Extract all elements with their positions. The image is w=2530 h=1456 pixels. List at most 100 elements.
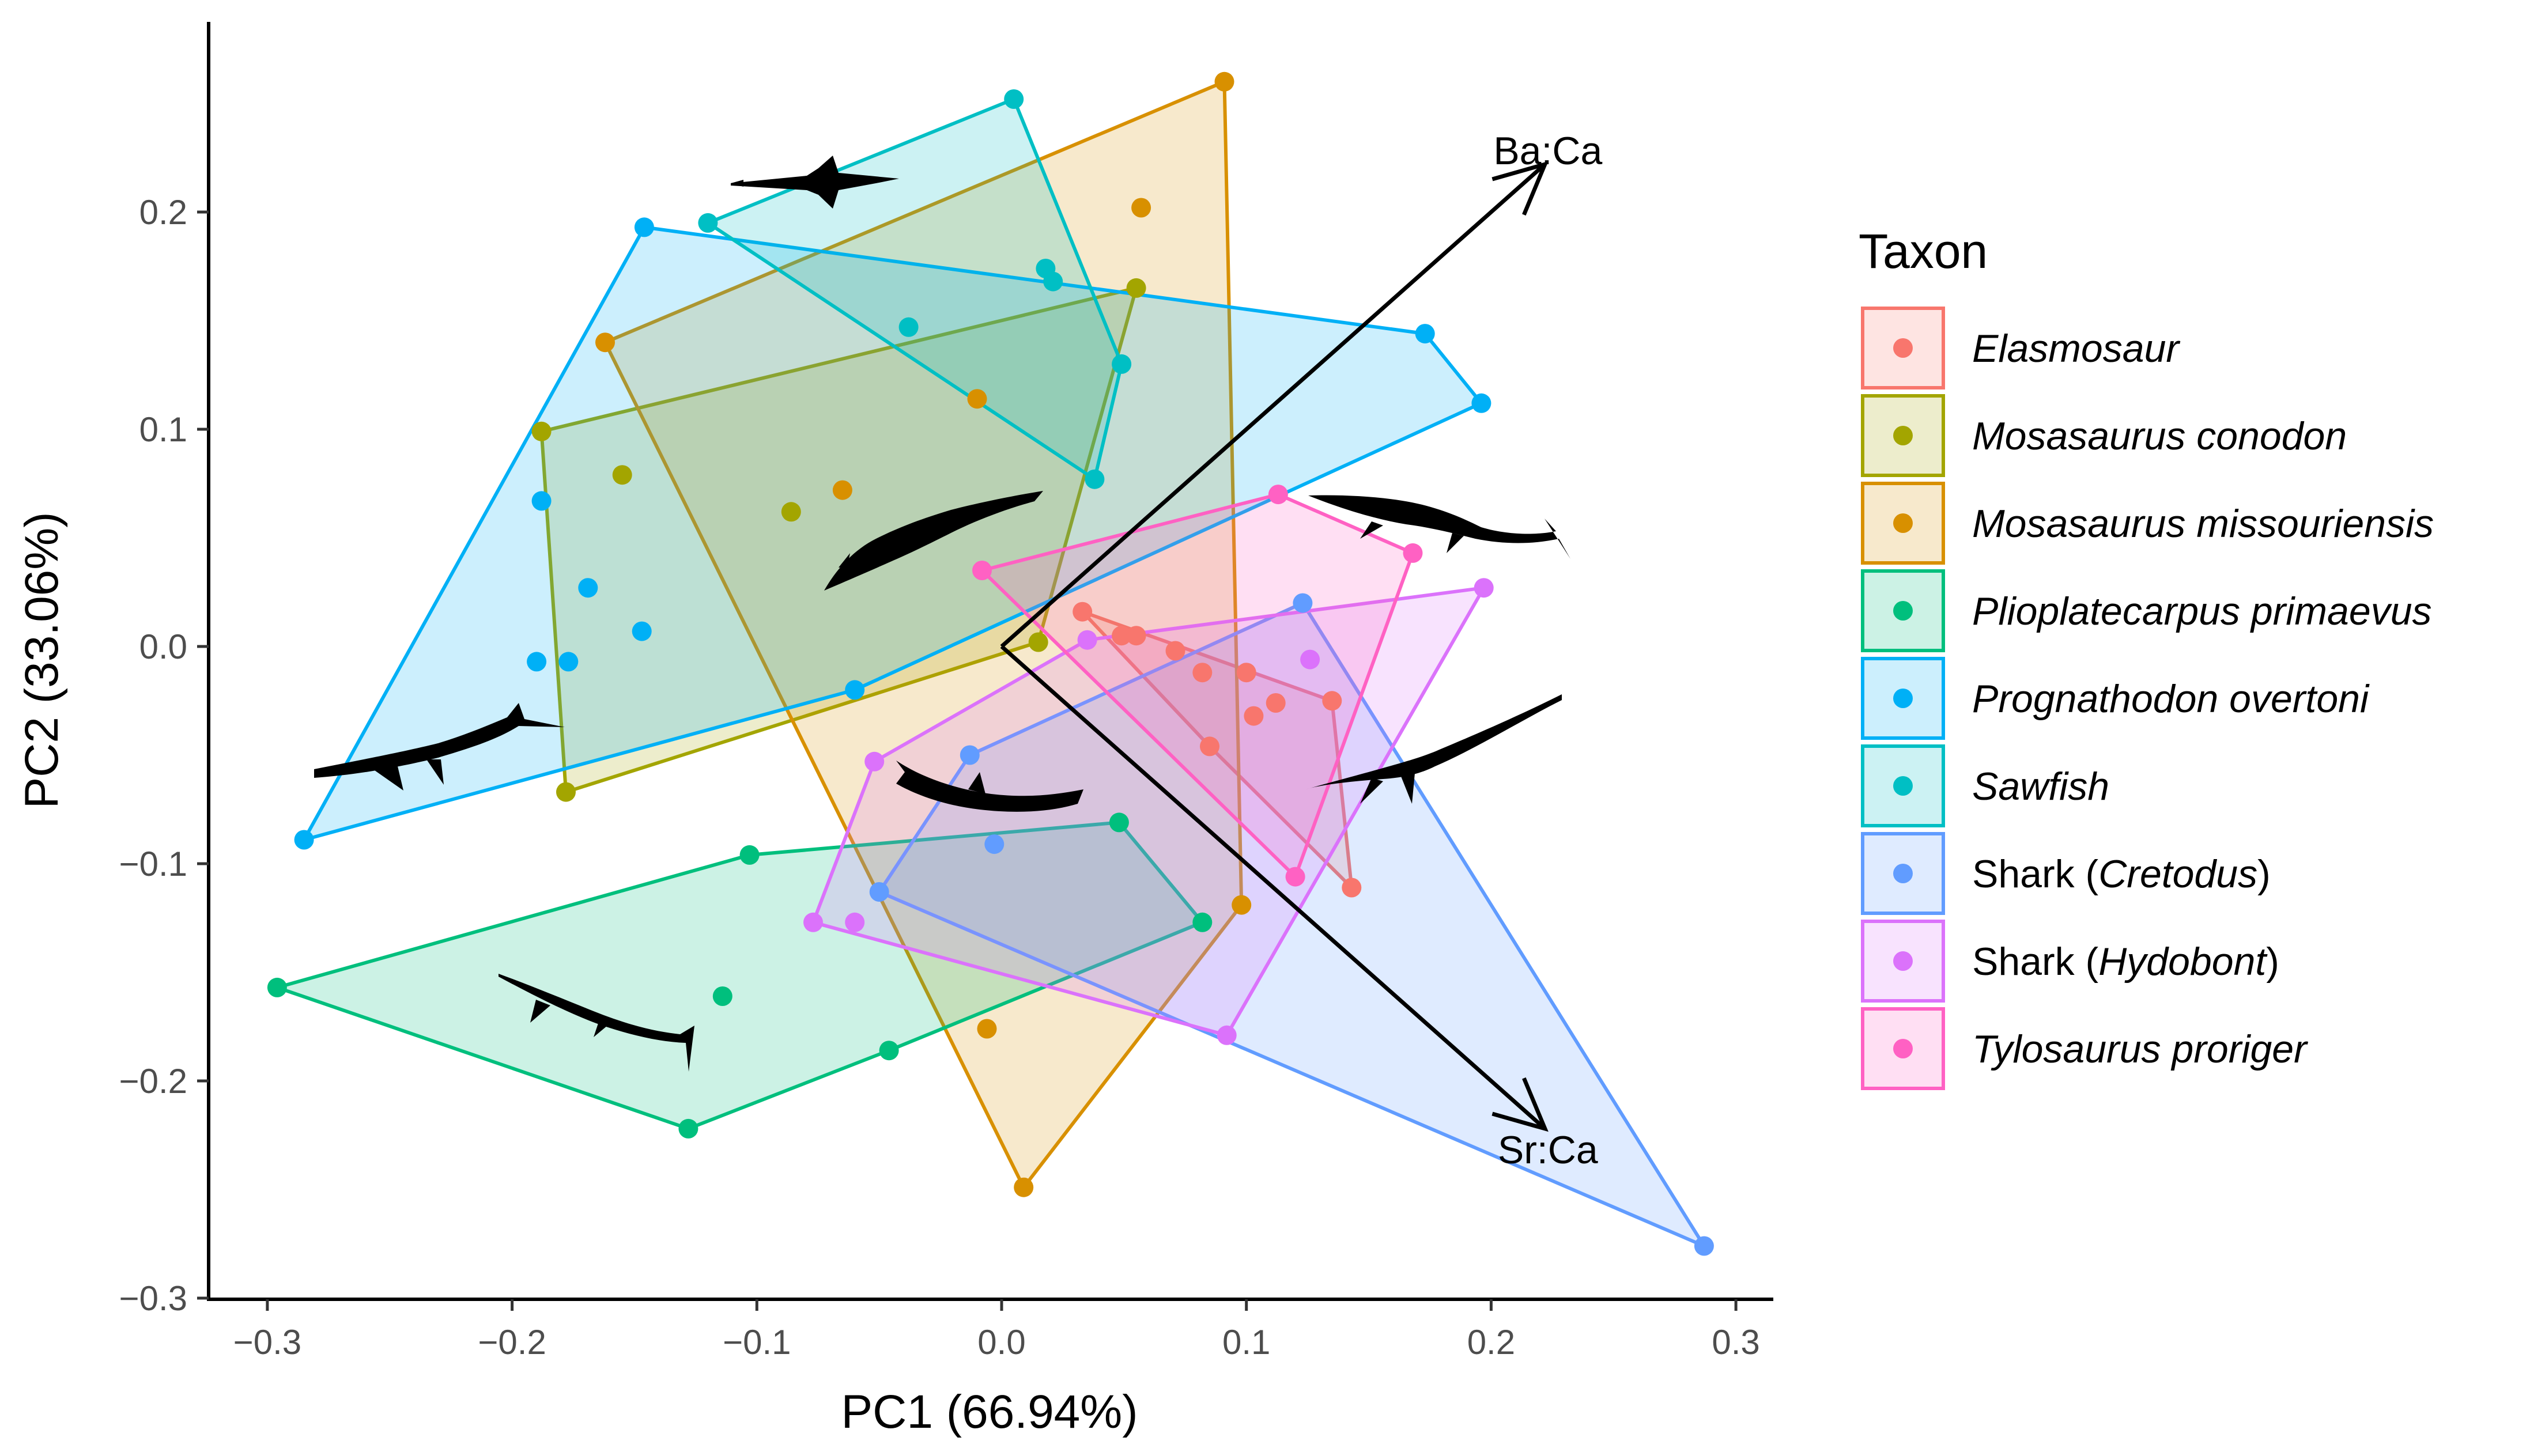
data-points	[267, 71, 1714, 1256]
point-shark-cretodus	[984, 834, 1005, 854]
point-elasmosaur	[1322, 691, 1342, 711]
point-elasmosaur	[1236, 663, 1256, 683]
legend-item-mosasaurus-conodon: Mosasaurus conodon	[1861, 394, 2347, 477]
legend-label: Shark (Hydobont)	[1972, 940, 2279, 984]
legend-key-point	[1893, 1039, 1913, 1058]
point-prognathodon-overtoni	[531, 491, 552, 511]
point-plioplatecarpus-primaevus	[267, 977, 287, 997]
legend-label: Mosasaurus missouriensis	[1972, 502, 2434, 546]
point-elasmosaur	[1192, 663, 1213, 683]
point-sawfish	[898, 317, 919, 337]
point-prognathodon-overtoni	[1415, 324, 1435, 344]
point-elasmosaur	[1342, 878, 1362, 898]
y-tick-label: −0.3	[119, 1279, 187, 1318]
point-prognathodon-overtoni	[527, 652, 547, 672]
legend: Taxon Elasmosaur Mosasaurus conodon Mosasa…	[1859, 224, 2434, 1090]
legend-item-prognathodon-overtoni: Prognathodon overtoni	[1861, 657, 2370, 740]
x-tick-label: −0.3	[233, 1323, 301, 1362]
point-elasmosaur	[1073, 602, 1093, 622]
legend-item-shark-cretodus: Shark (Cretodus)	[1861, 832, 2271, 915]
point-tylosaurus-proriger	[972, 561, 992, 580]
hull-shark-hydobont	[811, 586, 1486, 1037]
plesiosaur-right-silhouette	[1305, 694, 1562, 804]
y-tick-label: 0.1	[139, 410, 187, 449]
y-tick-label: 0.2	[139, 193, 187, 232]
sawfish-silhouette	[731, 156, 899, 209]
x-tick-label: −0.2	[478, 1323, 546, 1362]
point-mosasaurus-missouriensis	[1014, 1177, 1034, 1197]
point-mosasaurus-missouriensis	[977, 1019, 997, 1039]
loading-arrows: Ba:Ca Sr:Ca	[1000, 129, 1603, 1172]
x-tick-label: 0.2	[1467, 1323, 1515, 1362]
point-plioplatecarpus-primaevus	[879, 1041, 899, 1061]
point-shark-cretodus	[1694, 1236, 1714, 1256]
legend-item-plioplatecarpus-primaevus: Plioplatecarpus primaevus	[1861, 569, 2432, 652]
x-tick-label: 0.1	[1222, 1323, 1270, 1362]
x-tick-label: 0.0	[977, 1323, 1025, 1362]
legend-item-mosasaurus-missouriensis: Mosasaurus missouriensis	[1861, 482, 2434, 565]
x-tick-label: 0.3	[1712, 1323, 1759, 1362]
legend-label: Tylosaurus proriger	[1972, 1027, 2308, 1071]
point-shark-hydobont	[1474, 578, 1494, 598]
point-tylosaurus-proriger	[1403, 543, 1423, 563]
point-prognathodon-overtoni	[578, 578, 598, 598]
point-mosasaurus-missouriensis	[595, 332, 615, 353]
point-shark-hydobont	[1300, 649, 1320, 670]
loading-label-ba-ca: Ba:Ca	[1493, 129, 1602, 173]
loading-arrowhead-sr-ca	[1491, 1077, 1549, 1132]
legend-key-point	[1893, 426, 1913, 445]
point-elasmosaur	[1244, 706, 1264, 726]
point-shark-hydobont	[1217, 1025, 1237, 1045]
shark-silhouette	[896, 761, 1083, 812]
loading-arrowhead-ba-ca	[1491, 161, 1549, 216]
legend-key-point	[1893, 601, 1913, 621]
point-shark-hydobont	[845, 912, 865, 932]
point-mosasaurus-conodon	[1126, 278, 1146, 298]
y-tick-label: −0.1	[119, 845, 187, 883]
point-mosasaurus-missouriensis	[1232, 895, 1252, 915]
point-shark-cretodus	[869, 882, 889, 902]
point-sawfish	[1112, 354, 1132, 374]
point-sawfish	[1043, 271, 1063, 292]
point-plioplatecarpus-primaevus	[712, 986, 732, 1006]
point-shark-hydobont	[1077, 630, 1097, 650]
legend-item-tylosaurus-proriger: Tylosaurus proriger	[1861, 1007, 2308, 1090]
legend-key-point	[1893, 338, 1913, 358]
y-tick-label: −0.2	[119, 1062, 187, 1100]
point-prognathodon-overtoni	[558, 652, 579, 672]
elasmosaur-silhouette	[314, 703, 565, 791]
point-shark-hydobont	[803, 912, 823, 932]
animal-silhouettes	[314, 156, 1570, 1072]
legend-label: Elasmosaur	[1972, 327, 2180, 370]
point-elasmosaur	[1112, 626, 1132, 646]
legend-key-point	[1893, 864, 1913, 883]
point-mosasaurus-conodon	[556, 782, 576, 802]
point-sawfish	[1004, 89, 1024, 109]
point-mosasaurus-missouriensis	[832, 480, 852, 500]
legend-key-point	[1893, 513, 1913, 533]
point-prognathodon-overtoni	[634, 217, 654, 237]
legend-label: Plioplatecarpus primaevus	[1972, 589, 2432, 633]
point-elasmosaur	[1200, 736, 1219, 757]
legend-label: Mosasaurus conodon	[1972, 414, 2347, 458]
point-prognathodon-overtoni	[845, 680, 865, 700]
point-shark-cretodus	[1293, 593, 1313, 613]
point-plioplatecarpus-primaevus	[739, 845, 760, 865]
legend-title: Taxon	[1859, 224, 1988, 278]
convex-hulls	[275, 80, 1706, 1248]
point-plioplatecarpus-primaevus	[1192, 912, 1213, 932]
point-tylosaurus-proriger	[1285, 867, 1305, 887]
plioplatecarpus-silhouette	[499, 974, 694, 1072]
point-plioplatecarpus-primaevus	[1109, 812, 1129, 833]
point-mosasaurus-conodon	[1028, 632, 1048, 652]
legend-label: Prognathodon overtoni	[1972, 677, 2370, 721]
point-prognathodon-overtoni	[1471, 393, 1491, 413]
loading-arrow-sr-ca	[1000, 645, 1547, 1130]
y-axis-ticks: −0.3 −0.2 −0.1 0.0 0.1 0.2	[119, 193, 209, 1318]
legend-item-sawfish: Sawfish	[1861, 744, 2109, 827]
point-mosasaurus-missouriensis	[1131, 198, 1151, 218]
y-tick-label: 0.0	[139, 627, 187, 666]
legend-key-point	[1893, 689, 1913, 708]
point-shark-cretodus	[960, 745, 980, 765]
